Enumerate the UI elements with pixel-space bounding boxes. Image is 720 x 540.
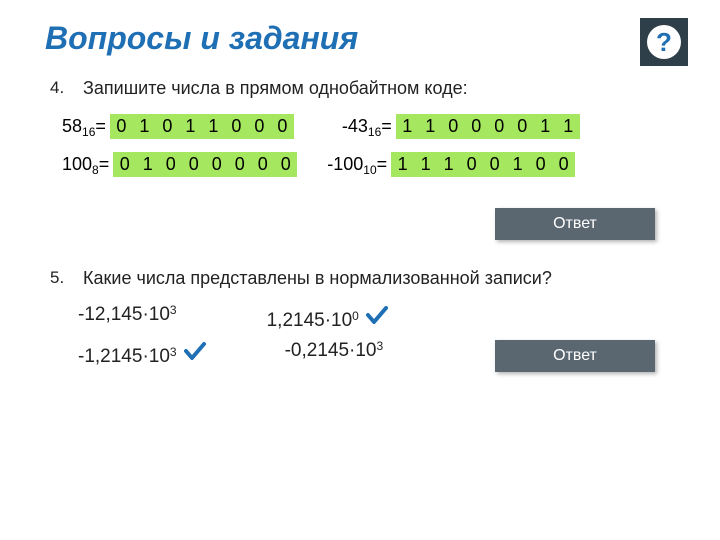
q4-text: Запишите числа в прямом однобайтном коде… [83, 78, 468, 99]
q5-mant-3: -0,2145·10 [285, 340, 377, 362]
q4-sub-3: 10 [363, 163, 376, 177]
bit: 0 [448, 116, 459, 137]
bit: 1 [425, 116, 436, 137]
bit: 0 [257, 154, 268, 175]
q5-exp-1: 0 [352, 309, 359, 323]
q4-eq-3: = [377, 154, 388, 175]
q5-exp-2: 3 [170, 345, 177, 359]
q4-base-0: 58 [62, 116, 82, 137]
bit: 0 [188, 154, 199, 175]
q4-label-1: -4316= [342, 116, 392, 137]
check-icon [183, 340, 207, 368]
q4-eq-2: = [99, 154, 110, 175]
bit: 1 [420, 154, 431, 175]
bit: 1 [443, 154, 454, 175]
q4-base-1: -43 [342, 116, 368, 137]
bit: 0 [558, 154, 569, 175]
q4-bits-0: 0 1 0 1 1 0 0 0 [110, 114, 294, 139]
q4-sub-0: 16 [82, 125, 95, 139]
q5-opt-1: 1,2145·100 [267, 304, 389, 332]
bit: 1 [208, 116, 219, 137]
q5-mant-1: 1,2145·10 [267, 310, 353, 332]
q4-eq-1: = [381, 116, 392, 137]
bit: 1 [142, 154, 153, 175]
q4-row-2: 1008= 0 1 0 0 0 0 0 0 -10010= 1 1 1 0 0 … [62, 152, 575, 177]
bit: 0 [254, 116, 265, 137]
q5-opt-0: -12,145·103 [78, 304, 177, 332]
q5-opt-2: -1,2145·103 [78, 340, 207, 368]
bit: 0 [466, 154, 477, 175]
q4-row-1: 5816= 0 1 0 1 1 0 0 0 -4316= 1 1 0 0 0 0… [62, 114, 580, 139]
q5-prompt: 5. Какие числа представлены в нормализов… [50, 268, 552, 289]
q4-bits-2: 0 1 0 0 0 0 0 0 [113, 152, 297, 177]
q4-prompt: 4. Запишите числа в прямом однобайтном к… [50, 78, 468, 99]
q5-row-1: -12,145·103 1,2145·100 [78, 304, 389, 332]
q4-answer-button[interactable]: Ответ [495, 208, 655, 240]
q4-base-3: -100 [327, 154, 363, 175]
bit: 0 [489, 154, 500, 175]
q5-text: Какие числа представлены в нормализованн… [83, 268, 552, 289]
svg-text:?: ? [656, 27, 672, 57]
bit: 0 [494, 116, 505, 137]
bit: 1 [397, 154, 408, 175]
page-title: Вопросы и задания [45, 20, 358, 57]
q4-bits-1: 1 1 0 0 0 0 1 1 [396, 114, 580, 139]
q5-opt-3: -0,2145·103 [285, 340, 384, 368]
q5-exp-0: 3 [170, 303, 177, 317]
q4-eq-0: = [95, 116, 106, 137]
q5-exp-3: 3 [377, 339, 384, 353]
bit: 0 [471, 116, 482, 137]
q5-number: 5. [50, 268, 78, 288]
bit: 0 [162, 116, 173, 137]
bit: 0 [116, 116, 127, 137]
bit: 0 [517, 116, 528, 137]
bit: 1 [540, 116, 551, 137]
bit: 0 [277, 116, 288, 137]
help-icon[interactable]: ? [640, 18, 688, 66]
bit: 0 [234, 154, 245, 175]
q4-label-0: 5816= [62, 116, 106, 137]
q4-sub-2: 8 [92, 163, 99, 177]
bit: 1 [402, 116, 413, 137]
q5-mant-2: -1,2145·10 [78, 346, 170, 368]
q4-label-3: -10010= [327, 154, 387, 175]
q5-answer-button[interactable]: Ответ [495, 340, 655, 372]
q5-row-2: -1,2145·103 -0,2145·103 [78, 340, 383, 368]
bit: 1 [563, 116, 574, 137]
bit: 0 [280, 154, 291, 175]
q4-bits-3: 1 1 1 0 0 1 0 0 [391, 152, 575, 177]
q4-number: 4. [50, 78, 78, 98]
bit: 0 [211, 154, 222, 175]
q4-label-2: 1008= [62, 154, 109, 175]
bit: 0 [165, 154, 176, 175]
q4-base-2: 100 [62, 154, 92, 175]
bit: 0 [231, 116, 242, 137]
q4-sub-1: 16 [368, 125, 381, 139]
bit: 1 [139, 116, 150, 137]
bit: 1 [512, 154, 523, 175]
q5-mant-0: -12,145·10 [78, 304, 170, 326]
check-icon [365, 304, 389, 332]
bit: 1 [185, 116, 196, 137]
bit: 0 [535, 154, 546, 175]
bit: 0 [119, 154, 130, 175]
